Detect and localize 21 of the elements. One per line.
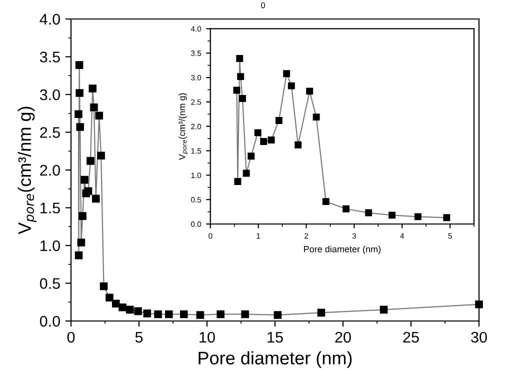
x-tick-label: 30 <box>471 332 487 343</box>
y-tick-label: 3.0 <box>40 89 60 100</box>
y-tick-label: 3.5 <box>40 52 60 62</box>
y-tick-label: 2.5 <box>40 127 60 138</box>
x-tick-label: 20 <box>335 332 351 343</box>
x-tick-label: 10 <box>200 332 215 343</box>
x-axis-title: Pore diameter (nm) <box>304 246 381 254</box>
y-axis-title: V$_{pore}$(cm³/nm g) <box>18 106 36 234</box>
x-tick-label: 5 <box>135 332 143 343</box>
x-axis-title: Pore diameter (nm) <box>198 351 352 368</box>
y-tick-label: 0.0 <box>40 316 60 327</box>
y-tick-label: 1.0 <box>40 240 60 252</box>
x-tick-label: 0 <box>67 332 75 343</box>
y-axis-title: V$_{pore}$(cm³/(nm g) <box>178 93 188 160</box>
x-tick-label: 25 <box>403 332 419 343</box>
y-tick-label: 2.0 <box>40 164 60 176</box>
x-tick-label: 15 <box>268 332 283 343</box>
y-tick-label: 0.5 <box>40 278 60 289</box>
y-tick-label: 1.5 <box>40 202 60 214</box>
text: 0 <box>261 2 265 8</box>
y-tick-label: 4.0 <box>40 14 60 25</box>
